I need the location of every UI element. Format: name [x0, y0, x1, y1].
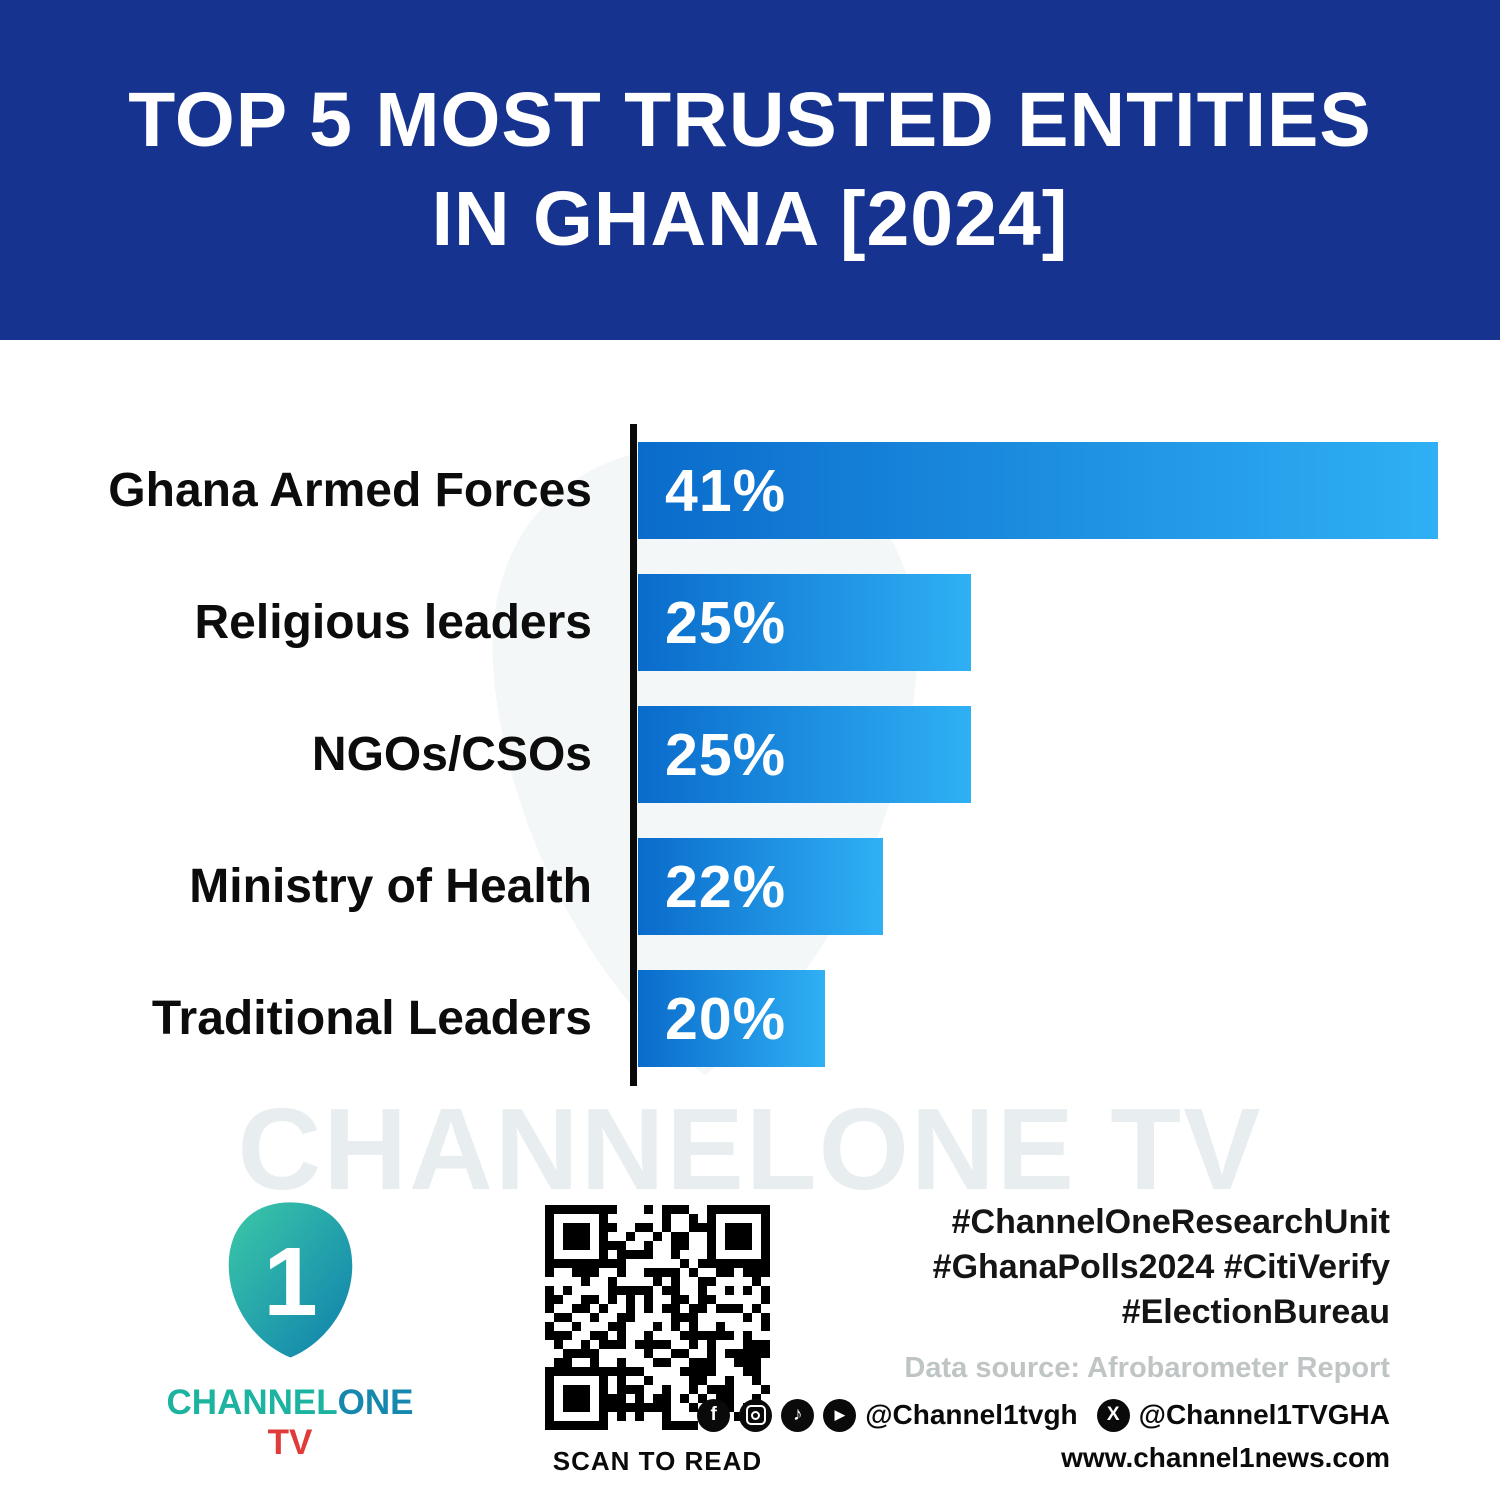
bar-value: 25%	[665, 721, 787, 788]
chart-row: Ghana Armed Forces 41%	[0, 442, 1500, 539]
qr-code	[545, 1205, 770, 1430]
chart-row: Religious leaders 25%	[0, 574, 1500, 671]
bar-label: NGOs/CSOs	[311, 728, 592, 781]
logo-numeral: 1	[263, 1227, 317, 1336]
logo-word-tv: TV	[267, 1423, 313, 1462]
bar-label: Ghana Armed Forces	[108, 464, 592, 517]
chart-axis-line	[630, 424, 637, 1086]
chart-row: Ministry of Health 22%	[0, 838, 1500, 935]
qr-caption: SCAN TO READ	[552, 1446, 763, 1476]
logo-word-one: ONE	[337, 1383, 414, 1422]
bar-value: 20%	[665, 985, 787, 1052]
bar: 20%	[638, 970, 825, 1067]
bar-label: Traditional Leaders	[151, 992, 592, 1045]
x-icon: X	[1096, 1398, 1130, 1432]
bar-chart: Ghana Armed Forces 41% Religious leaders 25…	[0, 424, 1500, 1086]
channel-one-logo: 1 CHANNELONE TV	[140, 1196, 440, 1463]
qr-block: SCAN TO READ	[535, 1205, 780, 1477]
facebook-icon: f	[697, 1398, 731, 1432]
social-handle-1: @Channel1tvgh	[865, 1399, 1078, 1431]
bar-value: 22%	[665, 853, 787, 920]
page-title-line2: IN GHANA [2024]	[431, 176, 1069, 262]
logo-wordmark: CHANNELONE TV	[140, 1383, 440, 1463]
bar-label: Ministry of Health	[189, 860, 592, 913]
chart-row: NGOs/CSOs 25%	[0, 706, 1500, 803]
bar-value: 41%	[665, 457, 787, 524]
bar-value: 25%	[665, 589, 787, 656]
bar: 25%	[638, 574, 971, 671]
bar-chart-rows: Ghana Armed Forces 41% Religious leaders 25…	[0, 442, 1500, 1067]
logo-pick-icon: 1	[228, 1202, 352, 1358]
header-banner: TOP 5 MOST TRUSTED ENTITIES IN GHANA [20…	[0, 0, 1500, 340]
hashtag-line-2: #GhanaPolls2024 #CitiVerify	[932, 1248, 1390, 1287]
bar: 22%	[638, 838, 883, 935]
bar-label: Religious leaders	[194, 596, 592, 649]
footer-right-block: #ChannelOneResearchUnit #GhanaPolls2024 …	[697, 1200, 1390, 1474]
text-watermark: CHANNELONE TV	[237, 1084, 1263, 1214]
chart-row: Traditional Leaders 20%	[0, 970, 1500, 1067]
logo-word-channel: CHANNEL	[166, 1383, 338, 1422]
youtube-icon: ▶	[823, 1398, 857, 1432]
bar: 25%	[638, 706, 971, 803]
social-handle-2: @Channel1TVGHA	[1138, 1399, 1390, 1431]
website-url: www.channel1news.com	[1061, 1441, 1390, 1473]
social-row: f ♪ ▶ @Channel1tvgh X @Channel1TVGHA	[697, 1398, 1390, 1432]
bar: 41%	[638, 442, 1438, 539]
tiktok-icon: ♪	[781, 1398, 815, 1432]
hashtag-line-1: #ChannelOneResearchUnit	[951, 1203, 1390, 1241]
page-title-line1: TOP 5 MOST TRUSTED ENTITIES	[128, 77, 1372, 164]
data-source-text: Data source: Afrobarometer Report	[904, 1351, 1390, 1384]
hashtag-line-3: #ElectionBureau	[1121, 1293, 1390, 1332]
instagram-icon	[739, 1398, 773, 1432]
